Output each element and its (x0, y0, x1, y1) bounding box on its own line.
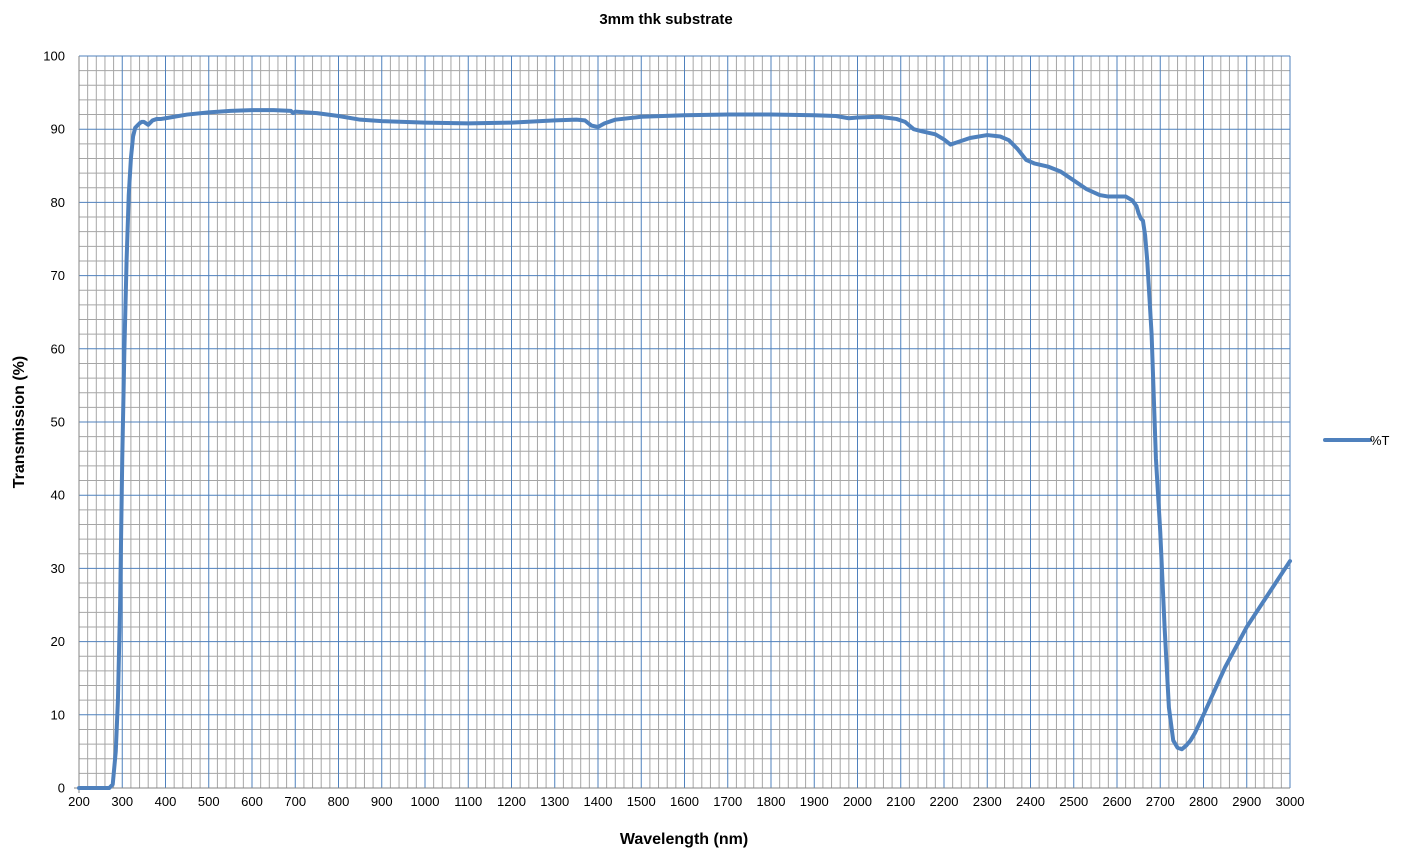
x-axis-label: Wavelength (nm) (620, 831, 748, 848)
x-tick-label: 1100 (454, 794, 482, 809)
y-tick-labels: 0 10 20 30 40 50 60 70 80 90 100 (43, 49, 65, 796)
y-tick-label: 70 (51, 268, 65, 283)
y-tick-label: 90 (51, 122, 65, 137)
y-tick-label: 10 (51, 707, 65, 722)
x-tick-label: 1800 (757, 794, 786, 809)
x-tick-label: 2700 (1146, 794, 1175, 809)
y-tick-label: 0 (58, 781, 65, 796)
x-tick-label: 1700 (713, 794, 742, 809)
x-tick-label: 900 (371, 794, 393, 809)
x-tick-label: 600 (241, 794, 263, 809)
x-tick-label: 2800 (1189, 794, 1218, 809)
x-tick-label: 2200 (930, 794, 959, 809)
y-tick-label: 30 (51, 561, 65, 576)
x-tick-labels: 200 300 400 500 600 700 800 900 1000 1100 1200 1300… (68, 794, 1304, 809)
x-tick-label: 2500 (1059, 794, 1088, 809)
x-tick-label: 1200 (497, 794, 526, 809)
x-tick-label: 2900 (1232, 794, 1261, 809)
x-tick-label: 2100 (886, 794, 915, 809)
x-tick-label: 3000 (1276, 794, 1305, 809)
x-tick-label: 700 (284, 794, 306, 809)
x-tick-label: 400 (155, 794, 177, 809)
x-tick-label: 1900 (800, 794, 829, 809)
x-tick-label: 1300 (540, 794, 569, 809)
x-tick-label: 2600 (1103, 794, 1132, 809)
series-layer (77, 108, 1292, 790)
x-tick-label: 1500 (627, 794, 656, 809)
y-tick-label: 60 (51, 341, 65, 356)
y-tick-label: 80 (51, 195, 65, 210)
x-tick-label: 1600 (670, 794, 699, 809)
x-tick-label: 1400 (584, 794, 613, 809)
legend: %T (1323, 433, 1390, 448)
x-tick-label: 300 (111, 794, 133, 809)
y-tick-label: 100 (43, 49, 65, 64)
x-tick-label: 1000 (411, 794, 440, 809)
y-tick-label: 20 (51, 634, 65, 649)
legend-label: %T (1370, 433, 1390, 448)
x-tick-label: 2400 (1016, 794, 1045, 809)
x-tick-label: 2000 (843, 794, 872, 809)
x-tick-label: 500 (198, 794, 220, 809)
major-grid (78, 55, 1291, 789)
y-tick-label: 40 (51, 488, 65, 503)
x-tick-label: 200 (68, 794, 90, 809)
series-line-0 (77, 108, 1292, 790)
y-axis-label: Transmission (%) (11, 356, 28, 488)
chart-title: 3mm thk substrate (599, 11, 732, 28)
y-tick-label: 50 (51, 415, 65, 430)
plot-border (74, 56, 1290, 793)
x-tick-label: 800 (328, 794, 350, 809)
x-tick-label: 2300 (973, 794, 1002, 809)
